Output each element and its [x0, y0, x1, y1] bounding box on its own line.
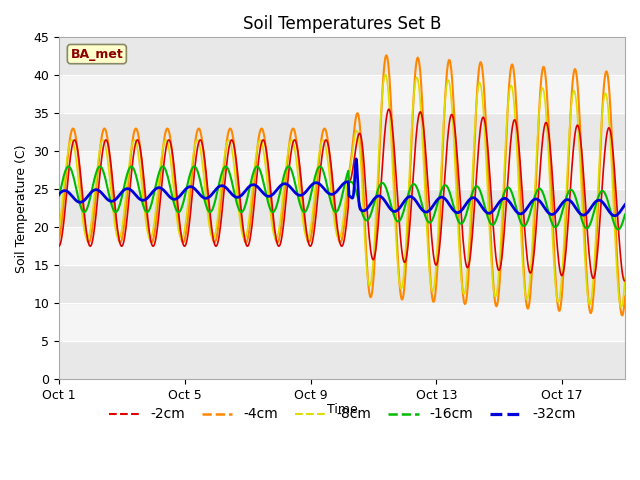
Bar: [59, 151, 625, 189]
Bar: [59, 75, 625, 113]
Text: BA_met: BA_met: [70, 48, 124, 60]
X-axis label: Time: Time: [326, 403, 358, 416]
Legend: -2cm, -4cm, -8cm, -16cm, -32cm: -2cm, -4cm, -8cm, -16cm, -32cm: [103, 402, 581, 427]
Y-axis label: Soil Temperature (C): Soil Temperature (C): [15, 144, 28, 273]
Bar: [59, 113, 625, 151]
Bar: [59, 37, 625, 75]
Bar: [59, 303, 625, 341]
Bar: [59, 265, 625, 303]
Bar: [59, 341, 625, 379]
Bar: [59, 189, 625, 227]
Bar: [59, 0, 625, 37]
Title: Soil Temperatures Set B: Soil Temperatures Set B: [243, 15, 441, 33]
Bar: [59, 227, 625, 265]
